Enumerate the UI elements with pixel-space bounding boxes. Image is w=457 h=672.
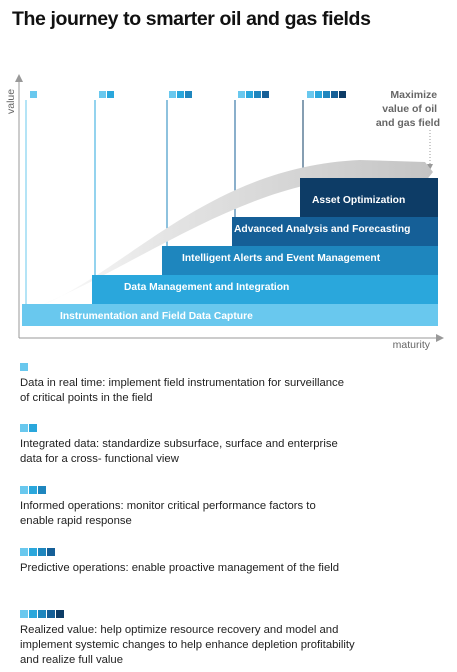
maximize-line-2: value of oil — [382, 103, 437, 115]
legend-item-real-time: Data in real time: implement field instr… — [20, 363, 440, 406]
stage-markers-1 — [30, 91, 37, 98]
legend-text: Data in real time: implement field instr… — [20, 377, 344, 404]
legend-item-predictive-operations: Predictive operations: enable proactive … — [20, 548, 440, 576]
legend-item-realized-value: Realized value: help optimize resource r… — [20, 610, 440, 668]
tier-5 — [300, 178, 438, 217]
stage-markers-2 — [99, 91, 114, 98]
tier-1 — [22, 304, 438, 326]
legend-squares — [20, 424, 440, 432]
tier-3 — [162, 246, 438, 275]
y-axis-label: value — [5, 89, 17, 114]
maximize-label: Maximize value of oil and gas field — [376, 89, 440, 129]
tier-2-label: Data Management and Integration — [124, 282, 289, 293]
legend-squares — [20, 610, 440, 618]
legend-item-informed-operations: Informed operations: monitor critical pe… — [20, 486, 440, 529]
legend-text: Predictive operations: enable proactive … — [20, 562, 340, 574]
tier-4-label: Advanced Analysis and Forecasting — [234, 224, 410, 235]
stage-markers-4 — [238, 91, 269, 98]
legend-squares — [20, 363, 440, 371]
x-axis-label: maturity — [393, 339, 431, 351]
legend-item-integrated-data: Integrated data: standardize subsurface,… — [20, 424, 440, 467]
maturity-diagram: value maturity Maximize value of oil and… — [5, 74, 444, 351]
tier-4 — [232, 217, 438, 246]
page-title: The journey to smarter oil and gas field… — [12, 8, 371, 30]
stage-markers-3 — [169, 91, 192, 98]
tier-1-label: Instrumentation and Field Data Capture — [60, 311, 253, 322]
y-axis-arrow — [15, 74, 23, 82]
growth-arc — [24, 160, 433, 312]
legend-text: Integrated data: standardize subsurface,… — [20, 438, 338, 465]
tier-3-label: Intelligent Alerts and Event Management — [182, 253, 381, 264]
maximize-line-3: and gas field — [376, 117, 440, 129]
maximize-line-1: Maximize — [390, 89, 437, 101]
legend-squares — [20, 486, 440, 494]
legend-text: Informed operations: monitor critical pe… — [20, 500, 316, 527]
tier-2 — [92, 275, 438, 304]
legend-squares — [20, 548, 440, 556]
legend-text: Realized value: help optimize resource r… — [20, 624, 355, 666]
stage-markers-5 — [307, 91, 346, 98]
x-axis-arrow — [436, 334, 444, 342]
tier-5-label: Asset Optimization — [312, 195, 405, 206]
maximize-pointer-arrow — [427, 164, 433, 170]
